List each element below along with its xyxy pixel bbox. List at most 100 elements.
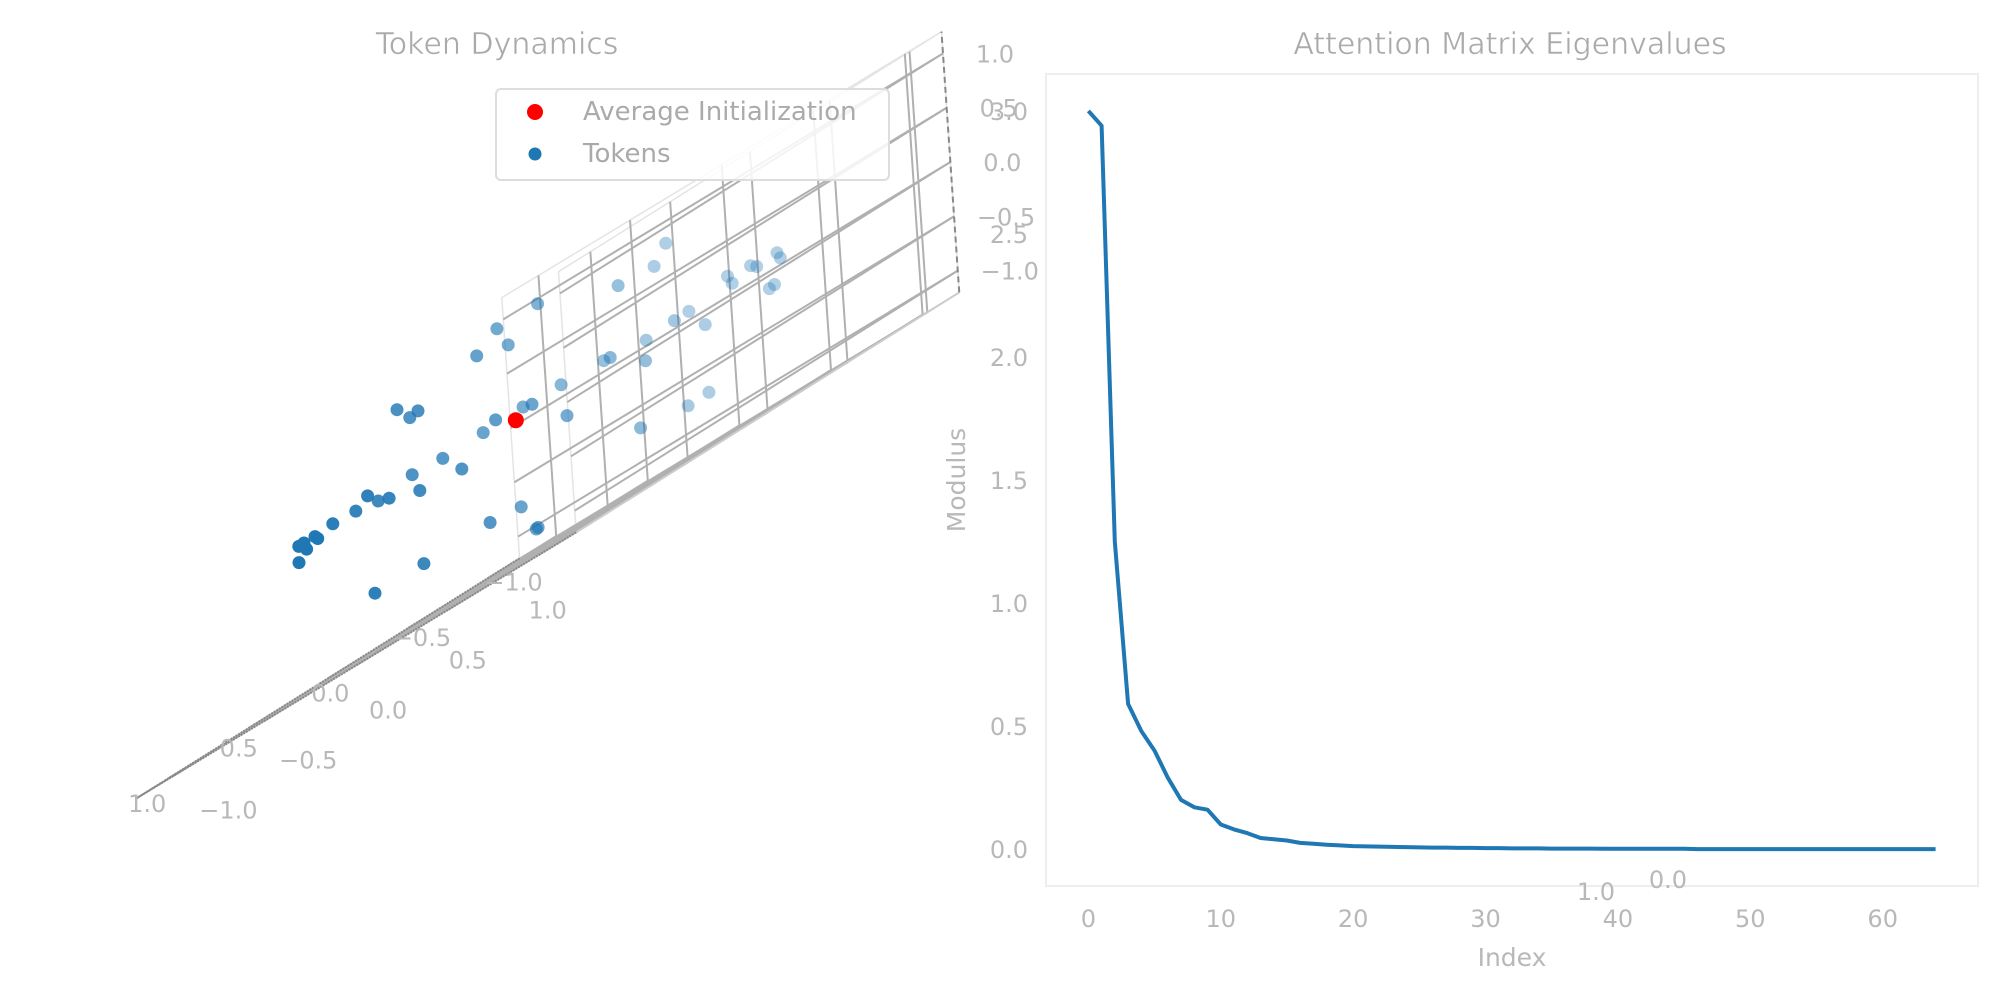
average-initialization-point — [507, 412, 524, 429]
token-point — [702, 385, 716, 399]
token-point — [725, 276, 739, 290]
legend-label-average-initialization: Average Initialization — [583, 97, 857, 127]
y-tick-label: 0.0 — [990, 836, 1028, 864]
token-point — [501, 338, 515, 352]
token-point — [455, 462, 469, 476]
x-tick-label: −1.0 — [484, 569, 542, 597]
token-point — [292, 556, 306, 570]
token-point — [525, 397, 539, 411]
token-point — [659, 236, 673, 250]
x-tick-label: 40 — [1603, 905, 1634, 933]
token-point — [292, 539, 306, 553]
x-tick-label: 30 — [1470, 905, 1501, 933]
x-tick-label: −0.5 — [393, 624, 451, 652]
token-point — [361, 489, 375, 503]
token-point — [762, 282, 776, 296]
token-point — [611, 279, 625, 293]
z-tick-label: 1.0 — [976, 40, 1014, 68]
x-tick-label: 0.0 — [311, 679, 349, 707]
y-axis-ticks: 0.0 0.5 1.0 1.5 2.0 2.5 3.0 — [990, 98, 1028, 864]
legend-marker-tokens — [528, 147, 542, 161]
y-tick-label: 0.0 — [369, 696, 407, 724]
y-tick-label: −0.5 — [279, 746, 337, 774]
grid-line-y-back — [908, 51, 929, 313]
eigenvalue-line — [1086, 109, 1936, 852]
grid-line-x-back — [629, 220, 649, 481]
token-point — [639, 354, 652, 368]
token-point — [390, 403, 404, 417]
y-tick-label: 2.5 — [990, 221, 1028, 249]
y-tick-label: 1.0 — [990, 590, 1028, 618]
x-tick-label: 1.0 — [128, 790, 166, 818]
token-point — [326, 517, 340, 531]
y-tick-label: 2.0 — [990, 344, 1028, 372]
z-tick-label: −1.0 — [981, 258, 1039, 286]
token-point — [470, 349, 484, 363]
token-point — [349, 504, 363, 518]
token-point — [698, 318, 712, 332]
grid-line-x-back — [537, 275, 558, 537]
y-tick-label: 0.5 — [449, 646, 487, 674]
token-point — [514, 500, 528, 514]
token-point — [681, 399, 695, 413]
y-axis-label: Modulus — [942, 428, 971, 532]
y-tick-label: 1.0 — [529, 596, 567, 624]
eigenvalues-panel: Attention Matrix Eigenvalues 0 10 20 30 40 50… — [942, 27, 1979, 972]
token-point — [531, 297, 545, 311]
token-point — [560, 409, 574, 423]
x-tick-label: 0 — [1081, 905, 1096, 933]
x-tick-label: 10 — [1206, 905, 1237, 933]
token-dynamics-panel: Token Dynamics −1.0−1.0−1.0−0.5−0.5−0.50… — [128, 27, 1039, 825]
token-point — [411, 404, 425, 418]
token-point — [773, 251, 787, 265]
grid-line-z-xz — [510, 161, 951, 429]
token-point — [311, 532, 325, 545]
token-point — [417, 557, 431, 571]
grid-line-y-floor — [487, 311, 928, 580]
token-point — [634, 421, 648, 435]
y-tick-label: −1.0 — [199, 796, 257, 824]
token-point — [721, 269, 734, 283]
z-tick-label: −0.5 — [977, 203, 1035, 231]
stray-tick-label: 1.0 — [1577, 878, 1615, 906]
token-point — [490, 322, 504, 336]
token-point — [682, 304, 696, 318]
legend-label-tokens: Tokens — [582, 139, 671, 169]
token-point — [476, 426, 490, 440]
3d-tick-labels: −1.0 −1.0 −1.0 −0.5 −0.5 −0.5 0.0 0.0 0.0 0.5 0.5 0… — [128, 40, 1039, 824]
x-tick-label: 20 — [1338, 905, 1369, 933]
x-axis-label: Index — [1478, 943, 1547, 972]
token-point — [744, 259, 758, 273]
token-point — [405, 468, 419, 482]
token-point — [483, 516, 497, 529]
axis-line-x — [136, 531, 577, 800]
token-point — [489, 413, 503, 427]
stray-tick-label: 0.0 — [1649, 866, 1687, 894]
plot-frame — [1045, 73, 1979, 887]
z-tick-label: 0.5 — [980, 95, 1018, 123]
token-point — [531, 520, 545, 534]
token-point — [647, 259, 661, 273]
token-point — [770, 246, 784, 260]
token-point — [371, 494, 385, 508]
y-tick-label: 1.5 — [990, 467, 1028, 495]
axis-line-z — [940, 31, 961, 293]
x-tick-label: 50 — [1735, 905, 1766, 933]
token-point — [667, 314, 681, 328]
eigenvalues-title: Attention Matrix Eigenvalues — [1293, 27, 1726, 62]
y-tick-label: 0.5 — [990, 713, 1028, 741]
legend-box — [495, 88, 890, 181]
token-point — [554, 378, 568, 392]
y-tick-label: 3.0 — [990, 98, 1028, 126]
axis-line-y-front — [135, 557, 521, 800]
legend-marker-average-initialization — [527, 104, 543, 120]
token-point — [750, 260, 764, 273]
token-point — [413, 484, 427, 497]
3d-points — [292, 236, 787, 600]
token-dynamics-title: Token Dynamics — [375, 27, 619, 62]
token-point — [436, 451, 450, 465]
token-point — [639, 333, 653, 347]
legend: Average Initialization Tokens — [495, 88, 890, 181]
axis-line-y — [575, 291, 960, 534]
